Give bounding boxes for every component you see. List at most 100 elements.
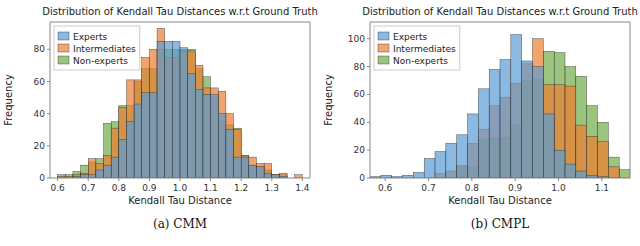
y-tick	[47, 178, 50, 179]
histogram-bar	[511, 35, 522, 178]
histogram-bar	[218, 91, 226, 178]
x-tick-label: 1.1	[595, 183, 609, 193]
histogram-bar	[81, 173, 89, 178]
x-tick	[271, 178, 272, 181]
x-tick	[385, 178, 386, 181]
histogram-bar	[241, 155, 249, 178]
histogram-bar	[218, 114, 226, 178]
y-tick	[367, 94, 370, 95]
histogram-bar	[119, 107, 127, 178]
histogram-bar	[188, 49, 196, 178]
x-tick-label: 1.0	[173, 183, 188, 193]
legend: ExpertsIntermediatesNon-experts	[54, 26, 140, 70]
histogram-bar	[211, 88, 219, 178]
y-tick	[47, 145, 50, 146]
legend: ExpertsIntermediatesNon-experts	[374, 26, 460, 70]
x-axis-label: Kendall Tau Distance	[128, 195, 232, 206]
y-tick-label: 20	[34, 141, 46, 151]
histogram-bar	[172, 41, 180, 178]
x-tick	[180, 178, 181, 181]
histogram-bar	[500, 60, 511, 178]
x-tick	[210, 178, 211, 181]
y-tick	[367, 122, 370, 123]
y-tick	[367, 38, 370, 39]
x-tick-label: 1.4	[295, 183, 310, 193]
x-tick-label: 0.7	[421, 183, 435, 193]
histogram-bar	[111, 128, 119, 178]
histogram-bar	[446, 143, 457, 178]
histogram-bar	[195, 90, 203, 178]
legend-swatch	[378, 32, 389, 40]
y-tick-label: 100	[348, 34, 365, 44]
bars	[58, 28, 303, 178]
y-tick	[367, 178, 370, 179]
legend-swatch	[378, 44, 389, 52]
legend-box	[374, 26, 460, 70]
figure: 0.60.70.80.91.01.11.21.31.4020406080Dist…	[0, 0, 640, 246]
histogram-bar	[126, 80, 134, 178]
x-tick	[601, 178, 602, 181]
histogram-bar	[543, 85, 554, 178]
x-tick	[57, 178, 58, 181]
x-tick-label: 0.6	[50, 183, 65, 193]
histogram-bar	[134, 104, 142, 178]
histogram-bar	[88, 159, 96, 178]
x-tick	[149, 178, 150, 181]
histogram-bar	[249, 165, 257, 178]
y-tick-label: 40	[354, 117, 366, 127]
legend-swatch	[58, 44, 69, 52]
x-tick-label: 1.2	[234, 183, 248, 193]
histogram-bar	[226, 114, 234, 178]
histogram-bar	[264, 164, 272, 178]
x-tick	[88, 178, 89, 181]
y-tick-label: 80	[354, 62, 366, 72]
histogram-bar	[587, 106, 598, 178]
histogram-bar	[543, 51, 554, 178]
panel: 0.60.70.80.91.01.11.21.31.4020406080Dist…	[3, 6, 318, 231]
histogram-bar	[256, 167, 264, 178]
histogram-bar	[142, 57, 150, 178]
histogram-bar	[435, 152, 446, 178]
histogram-bar	[211, 94, 219, 178]
x-tick	[241, 178, 242, 181]
x-tick	[118, 178, 119, 181]
histogram-bar	[180, 48, 188, 178]
histogram-bar	[256, 164, 264, 178]
histogram-bar	[249, 157, 257, 178]
caption: (a) CMM	[153, 217, 207, 231]
x-axis-label: Kendall Tau Distance	[448, 195, 552, 206]
legend-label: Non-experts	[393, 56, 448, 66]
x-tick-label: 0.8	[112, 183, 127, 193]
histogram-bar	[241, 155, 249, 178]
histogram-bar	[565, 86, 576, 178]
bars	[370, 35, 630, 178]
histogram-bar	[203, 88, 211, 178]
histogram-bar	[119, 106, 127, 178]
x-tick-label: 1.0	[551, 183, 566, 193]
histogram-bar	[226, 125, 234, 178]
histogram-bar	[565, 164, 576, 178]
y-tick	[367, 150, 370, 151]
plot-frame	[370, 22, 630, 178]
histogram-bar	[96, 164, 104, 178]
histogram-bar	[256, 167, 264, 178]
histogram-bar	[279, 173, 287, 178]
histogram-bar	[157, 41, 165, 178]
y-tick	[367, 66, 370, 67]
legend-label: Experts	[393, 32, 427, 42]
y-tick	[47, 113, 50, 114]
y-tick-label: 20	[354, 145, 366, 155]
histogram-bar	[203, 94, 211, 178]
histogram-bar	[608, 157, 619, 178]
plot-frame	[50, 22, 310, 178]
y-tick-label: 0	[359, 173, 365, 183]
x-tick	[302, 178, 303, 181]
caption: (b) CMPL	[471, 217, 529, 231]
histogram-bar	[576, 125, 587, 178]
histogram-bar	[104, 123, 112, 178]
histogram-bar	[457, 135, 468, 178]
legend-label: Intermediates	[73, 44, 136, 54]
x-tick-label: 0.7	[81, 183, 95, 193]
x-tick	[428, 178, 429, 181]
histogram-bar	[619, 170, 630, 178]
